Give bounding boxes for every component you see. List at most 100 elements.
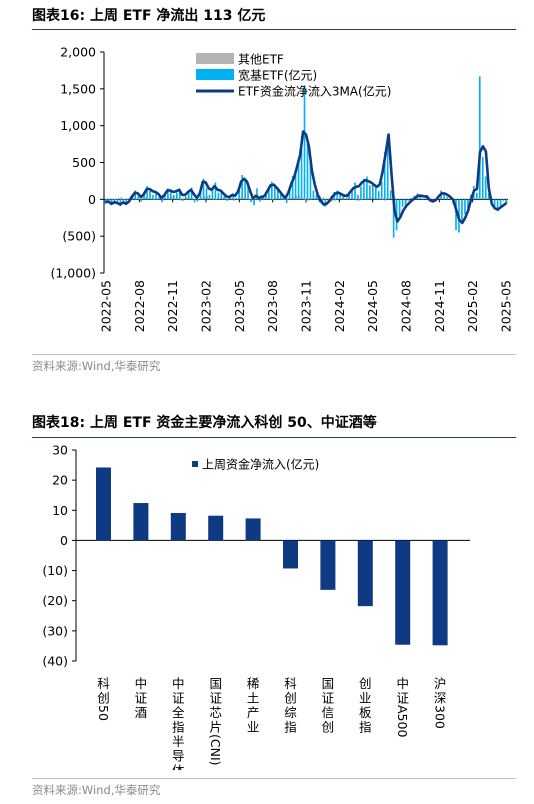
figure18-title: 图表18: 上周 ETF 资金主要净流入科创 50、中证酒等 [32,415,377,431]
y-tick-label: 2,000 [60,45,96,60]
broad-etf-bar [241,175,243,200]
broad-etf-bar [366,176,368,200]
svg-text:国: 国 [209,676,222,691]
y-tick-label: (30) [42,623,68,638]
other-etf-bar [271,199,274,201]
other-etf-bar [384,199,387,201]
svg-text:稀: 稀 [247,676,260,691]
broad-etf-bar [383,152,386,200]
broad-etf-bar [464,199,466,215]
svg-text:证: 证 [172,691,185,706]
broad-etf-bar [345,198,347,200]
broad-etf-bar [351,189,353,200]
broad-etf-bar [300,142,303,200]
inflow-bar [432,540,448,646]
broad-etf-bar [181,199,184,201]
other-etf-bar [322,197,324,200]
y-tick-label: 10 [52,503,68,518]
other-etf-bar [126,198,128,200]
svg-text:A500: A500 [395,705,410,737]
other-etf-bar [233,199,235,201]
other-etf-bar [117,197,119,200]
broad-etf-bar [410,197,413,200]
svg-text:300: 300 [433,705,448,729]
broad-etf-bar [348,194,350,200]
broad-etf-bar [211,190,214,200]
figure16-title: 图表16: 上周 ETF 净流出 113 亿元 [32,8,266,24]
broad-etf-bar [190,187,193,200]
svg-text:证: 证 [209,691,222,706]
y-tick-label: 0 [60,533,68,548]
svg-text:业: 业 [359,691,372,706]
broad-etf-bar [250,199,252,203]
svg-text:板: 板 [359,705,372,720]
other-etf-bar [331,199,333,202]
broad-etf-bar [401,199,404,207]
figure18-source: 资料来源:Wind,华泰研究 [32,783,161,797]
y-tick-label: 30 [52,443,68,458]
broad-etf-bar [372,183,374,200]
broad-etf-bar [389,190,392,200]
broad-etf-bar [419,196,422,200]
broad-etf-bar [461,199,463,222]
broad-etf-bar [455,199,457,231]
broad-etf-bar [158,197,160,200]
svg-text:酒: 酒 [135,705,148,720]
other-etf-bar [381,199,384,201]
other-etf-bar [182,197,185,200]
svg-text:创: 创 [359,676,372,691]
broad-etf-bar [276,190,279,200]
top-etf-inflow-chart: (40)(30)(20)(10)0102030科创50中证酒中证全指半导体国证芯… [42,443,470,770]
broad-etf-bar [220,191,223,200]
broad-etf-bar [484,176,487,200]
broad-etf-bar [487,193,490,200]
broad-etf-bar [122,199,125,201]
y-tick-label: (20) [42,593,68,608]
broad-etf-bar [119,199,122,206]
other-etf-bar [354,199,357,201]
broad-etf-bar [315,194,318,200]
x-tick-label: 2022-11 [165,280,180,332]
other-etf-bar [141,197,143,200]
broad-etf-bar [208,194,211,200]
x-tick-label: 2023-11 [299,280,314,332]
broad-etf-bar [336,190,339,200]
broad-etf-bar [113,199,116,202]
y-tick-label: (10) [42,563,68,578]
broad-etf-bar [244,178,246,200]
broad-etf-bar [398,199,401,217]
broad-etf-bar [226,199,229,201]
inflow-bar [133,503,149,541]
legend-swatch [192,461,198,467]
etf-net-flow-chart: (1,000) (500) 0 500 1,000 1,500 2,000 2022-05 20… [50,45,513,333]
svg-text:导: 导 [172,749,185,764]
other-etf-bar [360,199,363,201]
broad-etf-bar [481,156,484,200]
broad-etf-bar [161,199,163,203]
broad-etf-bar [217,192,220,200]
broad-etf-bar [285,199,288,204]
figure16-title-rule [32,29,516,30]
broad-etf-bar [478,76,481,200]
broad-etf-bar [205,188,208,200]
broad-etf-bar [279,194,282,200]
broad-etf-bar [271,181,273,200]
svg-text:中: 中 [172,676,185,691]
broad-etf-bar [339,194,341,200]
broad-etf-bar [327,199,330,201]
broad-etf-bar [152,194,154,200]
svg-text:指: 指 [284,720,297,735]
svg-text:深: 深 [434,691,447,706]
x-tick-label: 2024-11 [432,280,447,332]
broad-etf-bar [303,85,306,200]
svg-text:(CNI): (CNI) [208,734,223,766]
broad-etf-bar [137,196,139,200]
x-tick-label: 2022-08 [132,280,147,332]
broad-etf-bar [247,185,249,200]
y-tick-label: 1,500 [60,81,96,96]
